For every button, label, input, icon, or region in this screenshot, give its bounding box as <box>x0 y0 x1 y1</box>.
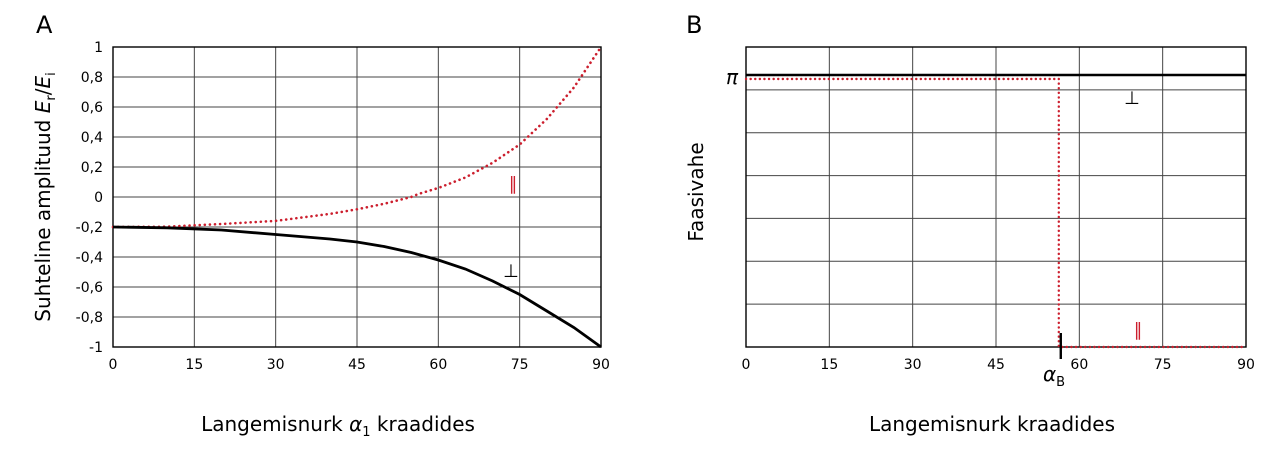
panel-a-label: A <box>36 11 53 39</box>
panel-a-x-tick-label: 75 <box>511 357 529 373</box>
panel-b-brewster-angle-label: αB <box>1043 362 1065 390</box>
panel-a-y-label-denominator: E <box>31 76 55 89</box>
panel-a-x-axis-label: Langemisnurk α1 kraadides <box>201 412 475 440</box>
panel-b-frame <box>745 46 1247 348</box>
panel-a-x-tick-label: 90 <box>592 357 610 373</box>
panel-a-ticks: 0 15 30 45 60 75 90 1 0,8 0,6 0,4 0,2 0 -0,2 -0,4 -0,6 -… <box>76 40 610 373</box>
panel-a-y-tick-label: -0,6 <box>76 280 103 296</box>
panel-b-perpendicular-series-label: ⊥ <box>1124 88 1140 109</box>
panel-b-label: B <box>686 11 702 39</box>
panel-b-x-tick-label: 30 <box>904 357 922 373</box>
panel-a-series <box>111 45 603 349</box>
panel-a-y-tick-label: 0,8 <box>81 70 103 86</box>
panel-b-x-tick-label: 45 <box>987 357 1005 373</box>
panel-b-brewster-subscript: B <box>1056 375 1065 390</box>
panel-a-x-tick-label: 15 <box>185 357 203 373</box>
panel-a-y-tick-label: 0,4 <box>81 130 103 146</box>
panel-b-brewster-symbol: α <box>1043 362 1056 386</box>
panel-a-x-label-subscript: 1 <box>362 425 370 440</box>
panel-b-parallel-series-label: ∥ <box>1134 320 1143 341</box>
panel-a-y-tick-label: 0,2 <box>81 160 103 176</box>
panel-a-y-label-denominator-sub: i <box>44 72 59 76</box>
panel-a-y-tick-label: -0,8 <box>76 310 103 326</box>
panel-b-ticks: 0 15 30 45 60 75 90 <box>742 357 1255 373</box>
panel-a-y-label-main: Suhteline amplituud <box>31 113 55 321</box>
panel-b-x-tick-label: 60 <box>1070 357 1088 373</box>
panel-b-grid <box>745 46 1247 348</box>
panel-a-frame <box>112 46 602 348</box>
panel-b-x-tick-label: 75 <box>1154 357 1172 373</box>
panel-a-y-tick-label: -1 <box>89 340 103 356</box>
panel-b-pi-tick-label: π <box>726 65 739 89</box>
panel-a-parallel-series-label: ∥ <box>509 174 518 195</box>
panel-a-x-tick-label: 0 <box>109 357 118 373</box>
panel-a-x-label-main: Langemisnurk <box>201 412 349 436</box>
panel-b-parallel-series-line <box>744 77 1248 349</box>
panel-a-y-tick-label: 0,6 <box>81 100 103 116</box>
panel-a-plot-border <box>112 46 602 348</box>
panel-a-x-label-tail: kraadides <box>371 412 475 436</box>
panel-b-series <box>744 73 1248 359</box>
panel-a-x-tick-label: 45 <box>348 357 366 373</box>
panel-b-x-tick-label: 90 <box>1237 357 1255 373</box>
panel-a-y-tick-label: 0 <box>94 190 103 206</box>
panel-a-perpendicular-series-label: ⊥ <box>503 261 519 282</box>
panel-a-y-axis-label: Suhteline amplituud Er/Ei <box>31 72 59 321</box>
panel-b-plot-border <box>745 46 1247 348</box>
panel-a-perpendicular-series-line <box>112 225 602 349</box>
panel-b-x-tick-label: 0 <box>742 357 751 373</box>
panel-a-y-tick-label: 1 <box>94 40 103 56</box>
panel-b-y-axis-label: Faasivahe <box>684 142 708 241</box>
panel-a-y-tick-label: -0,4 <box>76 250 103 266</box>
panel-a-y-tick-label: -0,2 <box>76 220 103 236</box>
panel-b-x-axis-label: Langemisnurk kraadides <box>869 412 1115 436</box>
panel-a-grid <box>112 46 602 348</box>
panel-a-y-label-numerator-sub: r <box>44 95 59 101</box>
panel-a-x-tick-label: 60 <box>429 357 447 373</box>
panel-a-y-label-numerator: E <box>31 100 55 113</box>
panel-a-y-label-slash: / <box>31 88 55 95</box>
panel-a-x-label-symbol: α <box>349 412 362 436</box>
panel-b-x-tick-label: 15 <box>820 357 838 373</box>
panel-a-x-tick-label: 30 <box>267 357 285 373</box>
